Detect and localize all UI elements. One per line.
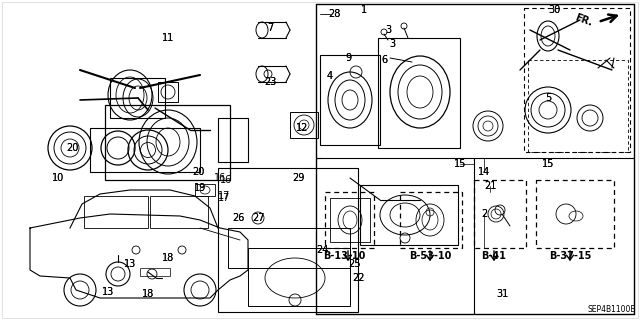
Text: 7: 7 xyxy=(267,23,273,33)
Text: 21: 21 xyxy=(484,181,496,191)
Text: 1: 1 xyxy=(361,5,367,15)
Text: 20: 20 xyxy=(66,143,78,153)
Text: 23: 23 xyxy=(264,77,276,87)
Text: 14: 14 xyxy=(478,167,490,177)
Text: 18: 18 xyxy=(162,253,174,263)
Text: 12: 12 xyxy=(296,123,308,133)
Text: 20: 20 xyxy=(66,143,78,153)
Text: 3: 3 xyxy=(385,25,391,35)
Text: 18: 18 xyxy=(142,289,154,299)
Text: 6: 6 xyxy=(381,55,387,65)
Text: 18: 18 xyxy=(142,289,154,299)
Text: 31: 31 xyxy=(496,289,508,299)
Text: 13: 13 xyxy=(124,259,136,269)
Text: 2: 2 xyxy=(481,209,487,219)
Text: 30: 30 xyxy=(548,5,560,15)
Text: 14: 14 xyxy=(478,167,490,177)
Text: 16: 16 xyxy=(220,175,232,185)
Text: 15: 15 xyxy=(454,159,466,169)
Text: 30: 30 xyxy=(548,5,560,15)
Text: 3: 3 xyxy=(385,25,391,35)
Text: 25: 25 xyxy=(348,259,360,269)
Text: 25: 25 xyxy=(348,259,360,269)
Text: 4: 4 xyxy=(327,71,333,81)
Text: 4: 4 xyxy=(327,71,333,81)
Text: 27: 27 xyxy=(252,213,264,223)
Text: 13: 13 xyxy=(102,287,114,297)
Text: B-13-10: B-13-10 xyxy=(323,251,365,261)
Text: 3: 3 xyxy=(389,39,395,49)
Text: 9: 9 xyxy=(345,53,351,63)
Text: B-37-15: B-37-15 xyxy=(549,251,591,261)
Text: FR.: FR. xyxy=(573,12,594,28)
Text: 21: 21 xyxy=(484,181,496,191)
Text: 15: 15 xyxy=(454,159,466,169)
Text: 22: 22 xyxy=(352,273,364,283)
Text: 11: 11 xyxy=(162,33,174,43)
Text: 28: 28 xyxy=(328,9,340,19)
Text: 6: 6 xyxy=(381,55,387,65)
Text: 13: 13 xyxy=(102,287,114,297)
Text: 18: 18 xyxy=(162,253,174,263)
Text: 27: 27 xyxy=(252,213,264,223)
Text: 12: 12 xyxy=(296,123,308,133)
Text: 24: 24 xyxy=(316,245,328,255)
Text: 10: 10 xyxy=(52,173,64,183)
Text: 16: 16 xyxy=(214,173,226,183)
Text: 20: 20 xyxy=(192,167,204,177)
Text: SEP4B1100E: SEP4B1100E xyxy=(588,305,636,314)
Text: 17: 17 xyxy=(218,191,230,201)
Text: 29: 29 xyxy=(292,173,304,183)
Text: 5: 5 xyxy=(545,93,551,103)
Text: 26: 26 xyxy=(232,213,244,223)
Text: 15: 15 xyxy=(542,159,554,169)
Text: 29: 29 xyxy=(292,173,304,183)
Text: 20: 20 xyxy=(192,167,204,177)
Text: 10: 10 xyxy=(52,173,64,183)
Text: 11: 11 xyxy=(162,33,174,43)
Text: 5: 5 xyxy=(545,93,551,103)
Text: B-41: B-41 xyxy=(481,251,506,261)
Text: 23: 23 xyxy=(264,77,276,87)
Text: 1: 1 xyxy=(361,5,367,15)
Text: 26: 26 xyxy=(232,213,244,223)
Text: 31: 31 xyxy=(496,289,508,299)
Text: 15: 15 xyxy=(542,159,554,169)
Text: 9: 9 xyxy=(345,53,351,63)
Text: 17: 17 xyxy=(218,193,230,203)
Text: 24: 24 xyxy=(316,245,328,255)
Text: 7: 7 xyxy=(267,23,273,33)
Text: 19: 19 xyxy=(194,183,206,193)
Text: 2: 2 xyxy=(481,209,487,219)
Text: B-53-10: B-53-10 xyxy=(409,251,451,261)
Text: 13: 13 xyxy=(124,259,136,269)
Text: 3: 3 xyxy=(389,39,395,49)
Text: 22: 22 xyxy=(352,273,364,283)
Text: 28: 28 xyxy=(328,9,340,19)
Text: 19: 19 xyxy=(194,183,206,193)
